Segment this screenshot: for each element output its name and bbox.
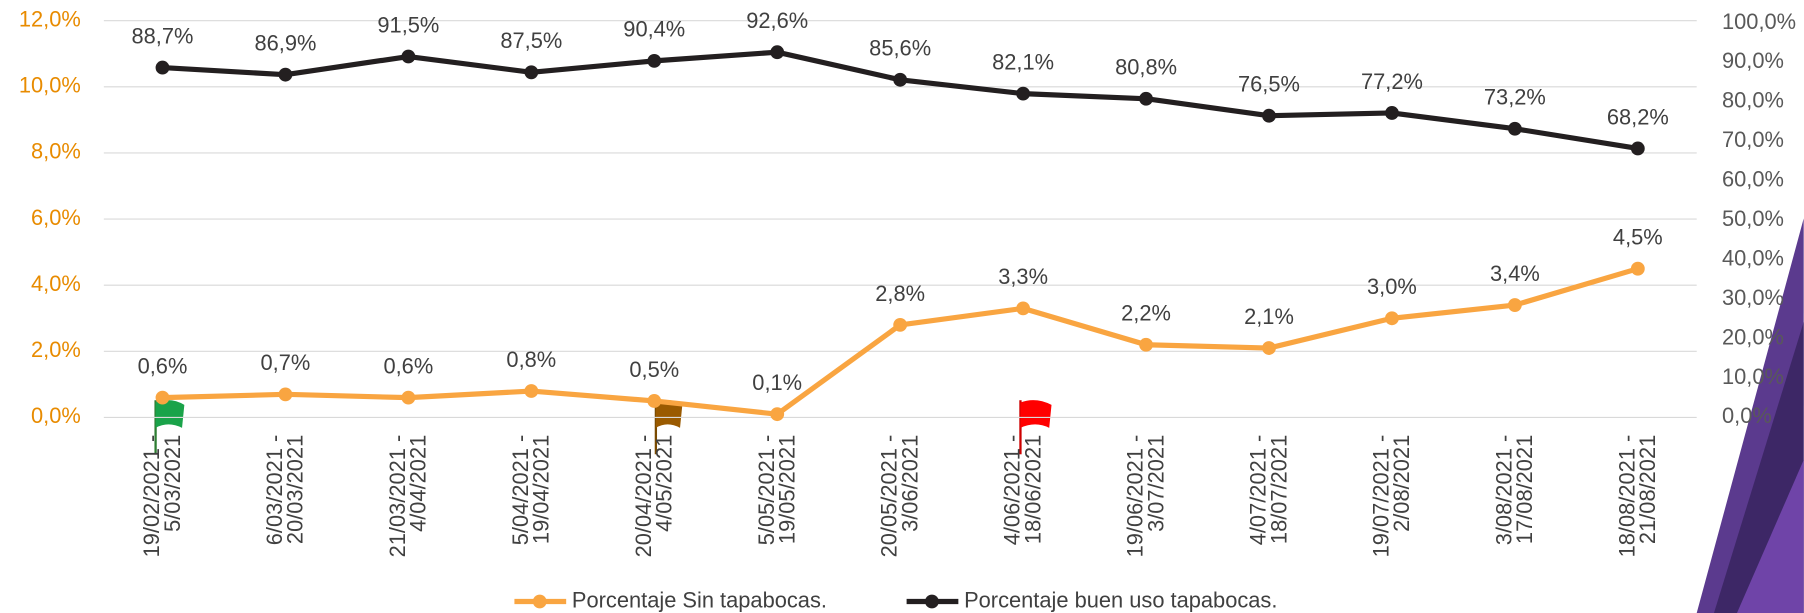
y-tick-label: 12,0% (19, 6, 81, 31)
x-tick-label: 19/04/2021 (529, 435, 554, 544)
y2-tick-label: 100,0% (1722, 9, 1796, 34)
legend-label: Porcentaje buen uso tapabocas. (964, 587, 1277, 612)
point (279, 68, 293, 82)
point (1631, 142, 1645, 156)
data-label: 2,8% (875, 281, 925, 306)
data-label: 0,7% (261, 350, 311, 375)
point (524, 65, 538, 79)
data-label: 3,4% (1490, 261, 1540, 286)
data-label: 92,6% (746, 8, 808, 33)
point (1016, 87, 1030, 101)
y-tick-label: 6,0% (31, 205, 81, 230)
y2-tick-label: 60,0% (1722, 167, 1784, 192)
x-tick-label: 20/03/2021 (283, 435, 308, 544)
data-label: 0,6% (138, 354, 188, 379)
x-tick-label: 4/04/2021 (406, 435, 431, 532)
point (156, 391, 170, 405)
data-label: 90,4% (623, 17, 685, 42)
data-label: 88,7% (132, 23, 194, 48)
point (770, 45, 784, 59)
x-tick-label: 18/06/2021 (1020, 435, 1045, 544)
point (647, 54, 661, 68)
data-label: 2,1% (1244, 304, 1294, 329)
x-tick-label: 4/05/2021 (652, 435, 677, 532)
legend-marker (925, 595, 939, 609)
x-tick-label: 5/03/2021 (160, 435, 185, 532)
point (1508, 298, 1522, 312)
data-label: 73,2% (1484, 85, 1546, 110)
x-tick-label: 3/07/2021 (1143, 435, 1168, 532)
y2-tick-label: 70,0% (1722, 127, 1784, 152)
data-label: 80,8% (1115, 55, 1177, 80)
y2-tick-label: 20,0% (1722, 324, 1784, 349)
point (1016, 301, 1030, 315)
y2-tick-label: 10,0% (1722, 364, 1784, 389)
y2-tick-label: 90,0% (1722, 48, 1784, 73)
data-label: 0,8% (506, 347, 556, 372)
point (1139, 338, 1153, 352)
data-label: 82,1% (992, 49, 1054, 74)
x-tick-label: 21/08/2021 (1635, 435, 1660, 544)
data-label: 91,5% (377, 12, 439, 37)
point (1262, 109, 1276, 123)
point (1508, 122, 1522, 136)
chart: 0,0% 2,0% 4,0% 6,0% 8,0% 10,0% 12,0% 0,0% 10,0% 2… (0, 0, 1804, 613)
legend-item: Porcentaje buen uso tapabocas. (907, 587, 1278, 612)
point (893, 73, 907, 87)
y-tick-label: 2,0% (31, 337, 81, 362)
legend-item: Porcentaje Sin tapabocas. (514, 587, 827, 612)
x-tick-label: 18/07/2021 (1266, 435, 1291, 544)
page: 0,0% 2,0% 4,0% 6,0% 8,0% 10,0% 12,0% 0,0% 10,0% 2… (0, 0, 1804, 613)
y-tick-label: 10,0% (19, 73, 81, 98)
y2-tick-label: 80,0% (1722, 88, 1784, 113)
legend-label: Porcentaje Sin tapabocas. (572, 587, 827, 612)
point (156, 61, 170, 75)
point (401, 50, 415, 64)
point (1139, 92, 1153, 106)
y2-tick-label: 40,0% (1722, 245, 1784, 270)
x-tick-label: 19/05/2021 (774, 435, 799, 544)
series-line (162, 52, 1637, 148)
point (1385, 311, 1399, 325)
data-label: 3,0% (1367, 274, 1417, 299)
point (279, 387, 293, 401)
legend-marker (533, 595, 547, 609)
data-label: 3,3% (998, 264, 1048, 289)
data-label: 4,5% (1613, 225, 1663, 250)
point (401, 391, 415, 405)
y-tick-label: 8,0% (31, 139, 81, 164)
x-tick-label: 2/08/2021 (1389, 435, 1414, 532)
point (1262, 341, 1276, 355)
point (893, 318, 907, 332)
data-label: 85,6% (869, 36, 931, 61)
data-label: 87,5% (500, 28, 562, 53)
y-tick-label: 4,0% (31, 271, 81, 296)
data-label: 0,6% (383, 354, 433, 379)
y2-tick-label: 0,0% (1722, 403, 1772, 428)
point (1631, 262, 1645, 276)
point (647, 394, 661, 408)
data-label: 86,9% (254, 31, 316, 56)
point (524, 384, 538, 398)
point (1385, 106, 1399, 120)
data-label: 76,5% (1238, 72, 1300, 97)
y-tick-label: 0,0% (31, 403, 81, 428)
y2-tick-label: 50,0% (1722, 206, 1784, 231)
x-tick-label: 3/06/2021 (897, 435, 922, 532)
x-tick-label: 17/08/2021 (1512, 435, 1537, 544)
data-label: 2,2% (1121, 301, 1171, 326)
data-label: 0,5% (629, 357, 679, 382)
point (770, 407, 784, 421)
y2-tick-label: 30,0% (1722, 285, 1784, 310)
data-label: 68,2% (1607, 104, 1669, 129)
data-label: 0,1% (752, 370, 802, 395)
data-label: 77,2% (1361, 69, 1423, 94)
